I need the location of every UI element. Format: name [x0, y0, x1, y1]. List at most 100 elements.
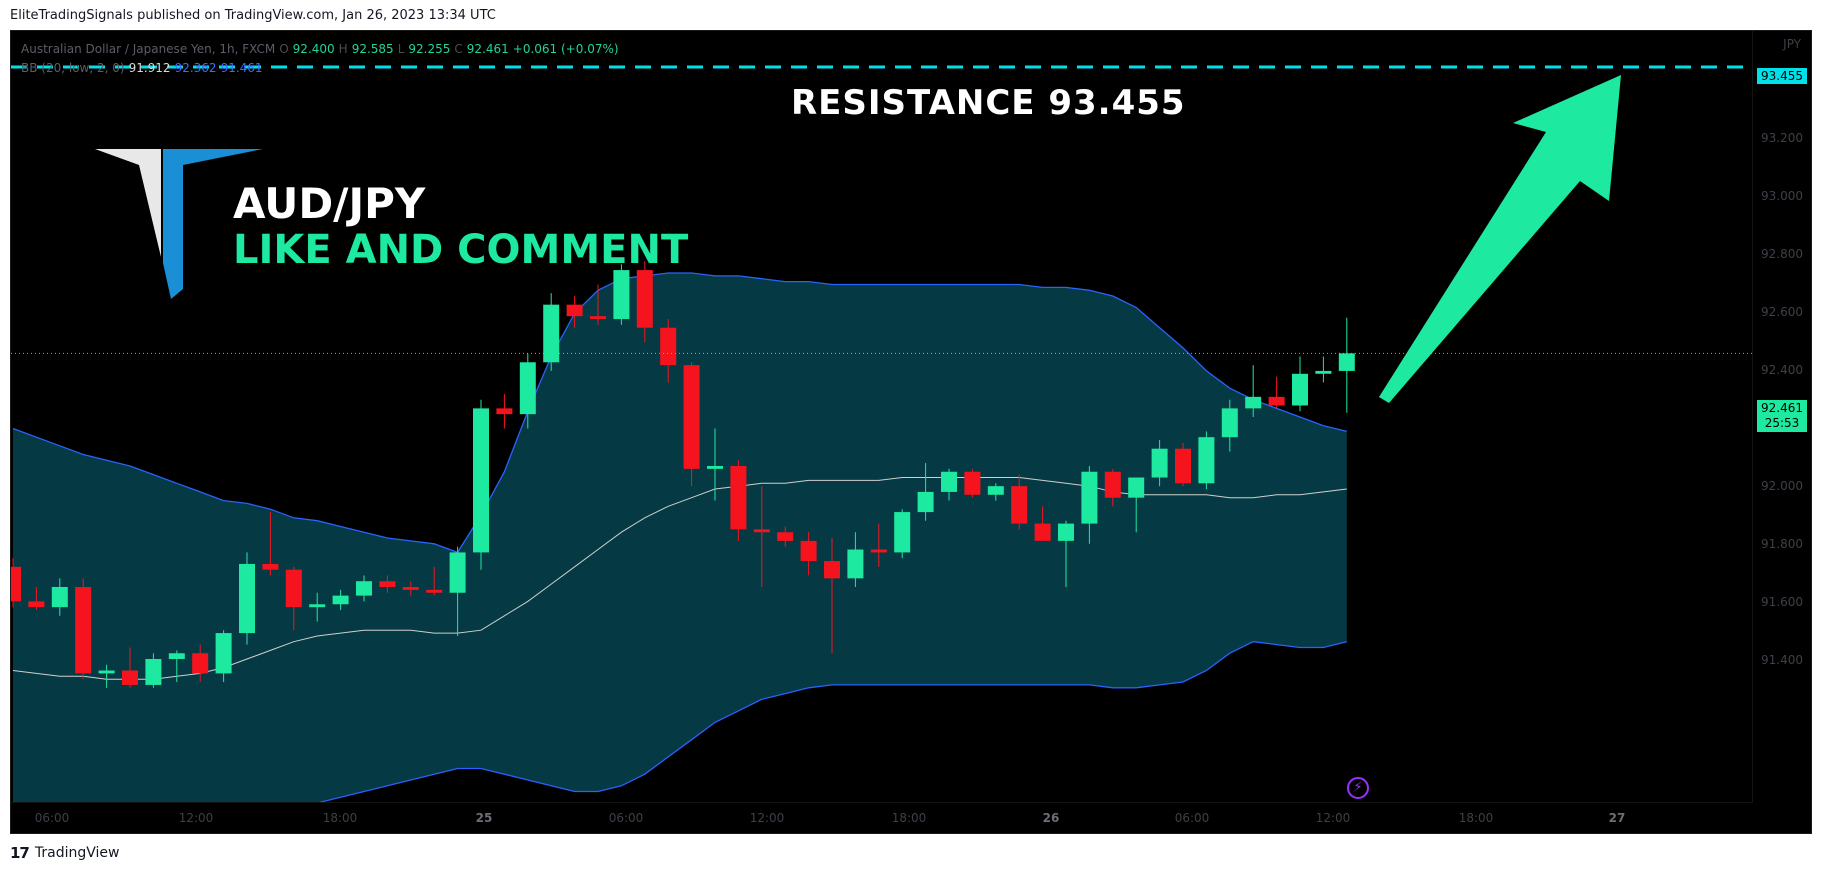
candle [168, 650, 185, 683]
candle-body [543, 304, 560, 363]
candle-body [449, 552, 466, 593]
candle-body [192, 653, 209, 674]
axis-currency: JPY [1783, 37, 1801, 51]
legend-bb-label[interactable]: BB (20, low, 2, 0) [21, 60, 125, 75]
price-axis[interactable]: JPY 93.400 93.200 93.000 92.800 92.600 9… [1752, 31, 1811, 803]
candle-body [777, 532, 794, 541]
candle [1338, 317, 1355, 413]
time-tick-day: 25 [475, 811, 493, 825]
candle-body [1268, 396, 1285, 406]
candle [636, 261, 653, 343]
legend-low: 92.255 [408, 41, 451, 56]
legend-low-label: L [397, 41, 405, 56]
last-price: 92.461 [1761, 401, 1803, 415]
candle-body [473, 408, 489, 553]
candle [1128, 477, 1145, 533]
time-tick: 06:00 [34, 811, 70, 825]
legend-symbol-row: Australian Dollar / Japanese Yen, 1h, FX… [21, 39, 619, 58]
candle [847, 532, 864, 587]
price-tick: 91.600 [1761, 595, 1803, 609]
pair-annotation[interactable]: AUD/JPY [233, 179, 426, 228]
candle [122, 647, 138, 688]
candle-body [613, 270, 630, 320]
footer-brand[interactable]: TradingView [34, 845, 120, 861]
price-tick: 93.200 [1761, 131, 1803, 145]
candle [941, 468, 957, 501]
candle [1245, 365, 1262, 418]
candle-body [1292, 373, 1308, 406]
legend-open: 92.400 [292, 41, 335, 56]
candle [987, 483, 1004, 501]
candle-body [917, 491, 934, 513]
time-tick: 06:00 [1174, 811, 1210, 825]
overlay-layer [11, 65, 1753, 403]
candle [707, 428, 723, 501]
candle-body [1104, 471, 1121, 498]
candle-body [1081, 471, 1098, 524]
candle-body [122, 670, 138, 685]
candle [1198, 431, 1215, 490]
candle-body [964, 471, 981, 495]
candle-body [683, 365, 700, 469]
candle [543, 293, 560, 371]
price-tick: 91.800 [1761, 537, 1803, 551]
candle [660, 319, 677, 383]
candle [1292, 356, 1308, 412]
candles-layer [11, 261, 1355, 688]
candle-body [75, 586, 92, 674]
legend-symbol[interactable]: Australian Dollar / Japanese Yen, 1h, FX… [21, 41, 276, 56]
candle-body [262, 563, 279, 570]
candle-body [332, 595, 349, 605]
candle-body [28, 601, 45, 608]
candle-body [1221, 408, 1238, 438]
candle-body [426, 589, 443, 593]
legend-close: 92.461 [466, 41, 509, 56]
bb-basis-line [12, 477, 1347, 680]
chart-pane[interactable]: Australian Dollar / Japanese Yen, 1h, FX… [10, 30, 1812, 834]
candle [1034, 506, 1051, 541]
candle-body [590, 316, 606, 320]
bollinger-bands-layer [12, 272, 1347, 833]
time-tick: 12:00 [749, 811, 785, 825]
lightning-icon[interactable]: ⚡ [1347, 777, 1369, 799]
candle-body [519, 362, 536, 415]
candle-body [285, 569, 302, 608]
candle [1151, 440, 1168, 487]
time-tick: 06:00 [608, 811, 644, 825]
candlestick-chart[interactable] [11, 31, 1811, 833]
candle [473, 399, 489, 570]
candle [590, 284, 606, 325]
footer: 17 TradingView [10, 843, 119, 863]
bb-fill [13, 273, 1347, 833]
logo-left-wing [95, 149, 161, 257]
cta-annotation[interactable]: LIKE AND COMMENT [233, 227, 689, 273]
candle [964, 468, 981, 498]
candle-body [636, 270, 653, 328]
candle-body [1338, 353, 1355, 371]
candle-body [379, 581, 396, 587]
candle [824, 538, 840, 654]
legend-open-label: O [279, 41, 289, 56]
candle-body [356, 581, 372, 596]
publisher-line: EliteTradingSignals published on Trading… [10, 8, 496, 23]
candle-body [11, 566, 21, 602]
time-axis[interactable]: 06:00 12:00 18:00 25 06:00 12:00 18:00 2… [11, 802, 1753, 833]
tradingview-logo-icon[interactable]: 17 [10, 844, 30, 862]
candle [356, 575, 372, 602]
candle [1221, 399, 1238, 452]
candle [870, 523, 887, 567]
time-tick: 12:00 [1315, 811, 1351, 825]
legend-high-label: H [338, 41, 348, 56]
legend-bb-basis: 91.912 [128, 60, 171, 75]
candle [1315, 356, 1332, 383]
candle [215, 630, 232, 683]
candle-body [145, 659, 162, 685]
candle-body [660, 327, 677, 366]
candle [285, 566, 302, 631]
candle-body [215, 633, 232, 674]
candle-body [987, 486, 1004, 495]
candle [262, 512, 279, 576]
candle [1081, 465, 1098, 544]
resistance-annotation[interactable]: RESISTANCE 93.455 [791, 83, 1186, 123]
